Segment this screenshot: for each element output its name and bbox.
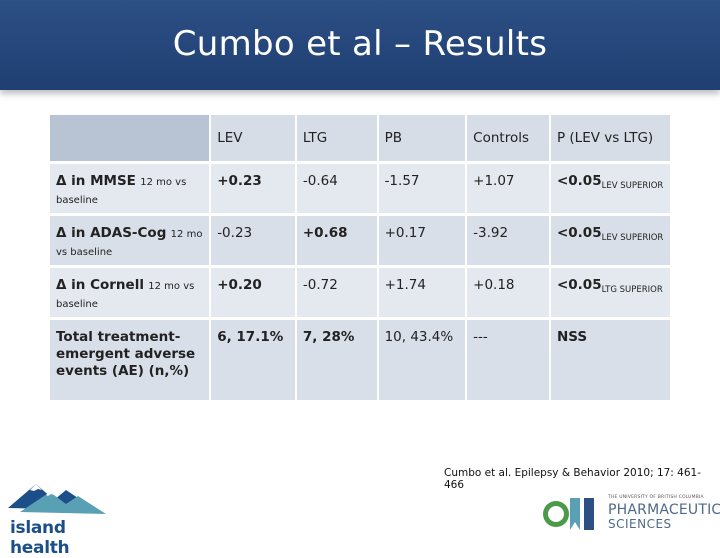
title-bar: Cumbo et al – Results xyxy=(0,0,720,90)
cell-controls: --- xyxy=(465,318,551,403)
cell-ltg: +0.68 xyxy=(294,214,379,268)
cell-lev: -0.23 xyxy=(209,214,297,268)
slide-title: Cumbo et al – Results xyxy=(172,24,548,64)
mountain-icon xyxy=(8,484,106,514)
island-health-logo: island health xyxy=(6,478,116,558)
university-name: THE UNIVERSITY OF BRITISH COLUMBIA xyxy=(608,495,704,500)
table-row: Δ in Cornell 12 mo vs baseline +0.20 -0.… xyxy=(47,266,673,320)
header-cell-lev: LEV xyxy=(209,114,297,164)
pharmaceutical-sciences-logo: THE UNIVERSITY OF BRITISH COLUMBIA PHARM… xyxy=(540,494,720,534)
row-label-mmse: Δ in MMSE 12 mo vs baseline xyxy=(47,162,212,216)
row-label-adas-cog: Δ in ADAS-Cog 12 mo vs baseline xyxy=(47,214,212,268)
table-row: Total treatment-emergent adverse events … xyxy=(47,318,673,403)
row-label-adverse-events: Total treatment-emergent adverse events … xyxy=(47,318,212,403)
table-row: Δ in ADAS-Cog 12 mo vs baseline -0.23 +0… xyxy=(47,214,673,268)
header-cell-ltg: LTG xyxy=(294,114,379,164)
header-cell-p-value: P (LEV vs LTG) xyxy=(548,114,673,164)
cell-ltg: -0.64 xyxy=(294,162,379,216)
cell-lev: +0.20 xyxy=(209,266,297,320)
cell-controls: +1.07 xyxy=(465,162,551,216)
cell-lev: 6, 17.1% xyxy=(209,318,297,403)
cell-ltg: -0.72 xyxy=(294,266,379,320)
island-health-wordmark: island health xyxy=(10,518,70,558)
sciences-wordmark: SCIENCES xyxy=(608,517,672,531)
cell-lev: +0.23 xyxy=(209,162,297,216)
cell-pb: +1.74 xyxy=(376,266,468,320)
cell-p-value: <0.05LEV SUPERIOR xyxy=(548,214,673,268)
cell-ltg: 7, 28% xyxy=(294,318,379,403)
cell-pb: 10, 43.4% xyxy=(376,318,468,403)
cell-p-value: <0.05LEV SUPERIOR xyxy=(548,162,673,216)
table-header-row: LEV LTG PB Controls P (LEV vs LTG) xyxy=(47,114,673,164)
cell-controls: +0.18 xyxy=(465,266,551,320)
table-row: Δ in MMSE 12 mo vs baseline +0.23 -0.64 … xyxy=(47,162,673,216)
cell-pb: +0.17 xyxy=(376,214,468,268)
header-cell-corner xyxy=(47,114,212,164)
citation: Cumbo et al. Epilepsy & Behavior 2010; 1… xyxy=(444,467,702,491)
pharmaceutical-wordmark: PHARMACEUTICAL xyxy=(608,502,720,518)
results-table: LEV LTG PB Controls P (LEV vs LTG) Δ in … xyxy=(47,114,673,403)
header-cell-pb: PB xyxy=(376,114,468,164)
row-label-cornell: Δ in Cornell 12 mo vs baseline xyxy=(47,266,212,320)
cell-controls: -3.92 xyxy=(465,214,551,268)
header-cell-controls: Controls xyxy=(465,114,551,164)
cell-pb: -1.57 xyxy=(376,162,468,216)
cell-p-value: <0.05LTG SUPERIOR xyxy=(548,266,673,320)
cell-p-value: NSS xyxy=(548,318,673,403)
pharmacy-crest-icon xyxy=(543,498,594,530)
